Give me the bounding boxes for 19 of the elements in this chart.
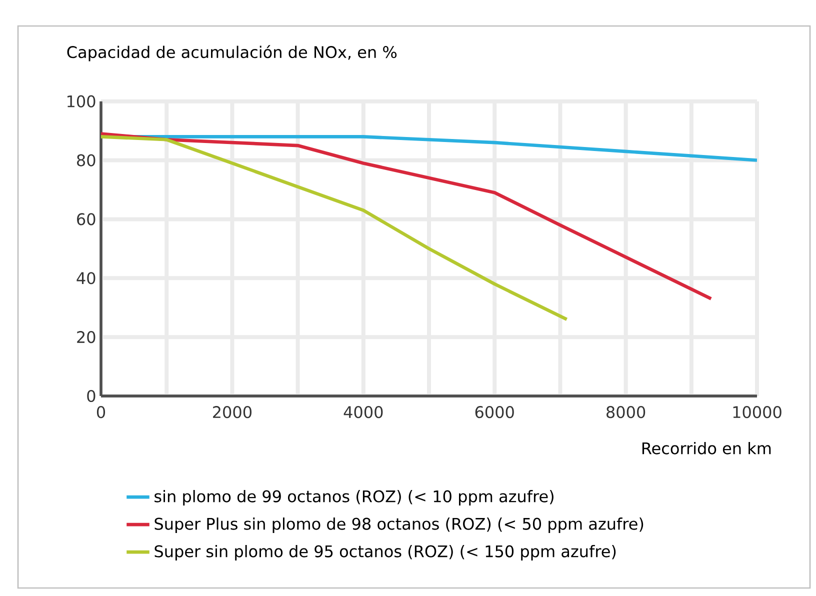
line-series xyxy=(101,135,568,322)
legend-label: Super sin plomo de 95 octanos (ROZ) (< 150 ppm azufre) xyxy=(154,544,616,560)
x-tick-label: 8000 xyxy=(606,406,646,418)
y-tick-label: 80 xyxy=(77,154,96,166)
x-tick-label: 10000 xyxy=(733,406,782,418)
y-tick-label: 40 xyxy=(76,272,96,284)
y-tick-label: 20 xyxy=(77,331,96,344)
legend-label: Super Plus sin plomo de 98 octanos (ROZ) (< 50 ppm azufre) xyxy=(154,517,644,533)
x-tick-label: 6000 xyxy=(475,406,514,418)
x-tick-label: 2000 xyxy=(213,406,252,418)
x-axis-title: Recorrido en km xyxy=(642,442,771,454)
line-series xyxy=(101,132,713,300)
x-tick-label: 4000 xyxy=(344,406,383,418)
y-tick-label: 100 xyxy=(68,95,96,108)
x-tick-label: 0 xyxy=(96,406,106,418)
y-axis-title: Capacidad de acumulación de NOx, en % xyxy=(67,45,397,62)
legend-label: sin plomo de 99 octanos (ROZ) (< 10 ppm azufre) xyxy=(154,490,554,506)
y-tick-label: 60 xyxy=(77,213,96,226)
y-tick-label: 0 xyxy=(87,390,96,402)
